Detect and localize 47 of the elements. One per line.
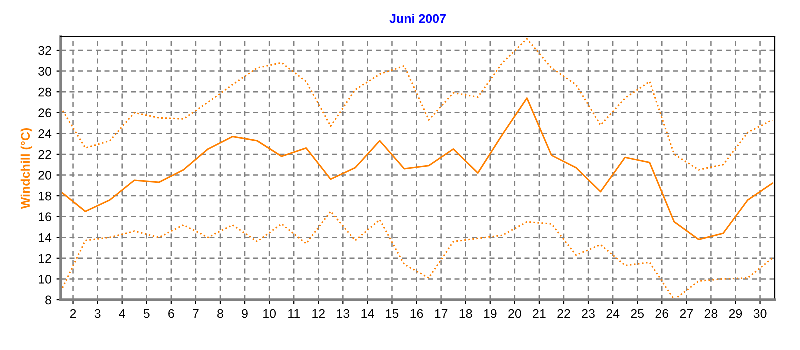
x-tick-label: 15 [386,309,399,318]
y-tick-label: 14 [39,234,52,242]
y-tick-label: 18 [39,192,52,201]
y-axis-title: Windchill (°C) [20,128,33,210]
x-tick-label: 8 [218,309,224,318]
y-tick-label: 20 [38,171,52,180]
y-tick-label: 10 [39,275,52,284]
y-tick-label: 24 [38,129,52,138]
x-tick-label: 19 [484,309,497,318]
x-tick-label: 10 [264,309,276,318]
x-tick-label: 30 [754,309,767,318]
x-tick-label: 23 [582,309,595,318]
chart-title: Juni 2007 [390,14,446,24]
x-tick-label: 2 [70,309,76,318]
x-tick-label: 24 [606,309,620,318]
line-series [61,38,774,171]
x-tick-label: 17 [435,309,448,318]
x-tick-label: 27 [680,309,693,318]
y-tick-label: 12 [39,254,52,263]
x-tick-label: 12 [312,309,325,318]
line-series [61,98,774,240]
x-tick-label: 25 [631,309,644,318]
y-tick-label: 16 [39,212,52,222]
line-series [61,210,774,300]
x-tick-label: 16 [410,309,424,318]
x-tick-label: 18 [460,309,472,318]
y-tick-label: 32 [38,46,52,56]
x-tick-label: 21 [533,309,546,318]
y-tick-label: 8 [46,296,52,305]
x-tick-label: 13 [337,309,350,318]
x-tick-label: 9 [242,309,248,318]
y-tick-label: 30 [38,67,52,76]
x-tick-label: 22 [558,309,570,318]
x-tick-label: 28 [704,309,718,318]
y-tick-label: 26 [38,108,52,118]
x-tick-label: 14 [362,309,374,318]
y-tick-label: 22 [38,150,52,159]
x-tick-label: 7 [193,309,199,318]
x-tick-label: 11 [288,309,300,318]
x-tick-label: 5 [144,309,150,318]
x-tick-label: 29 [729,309,742,318]
x-tick-label: 6 [168,309,174,318]
x-tick-label: 26 [656,309,669,318]
y-tick-label: 28 [38,88,52,97]
x-tick-label: 3 [94,309,101,318]
x-tick-label: 20 [508,309,522,318]
x-tick-label: 4 [119,309,126,318]
